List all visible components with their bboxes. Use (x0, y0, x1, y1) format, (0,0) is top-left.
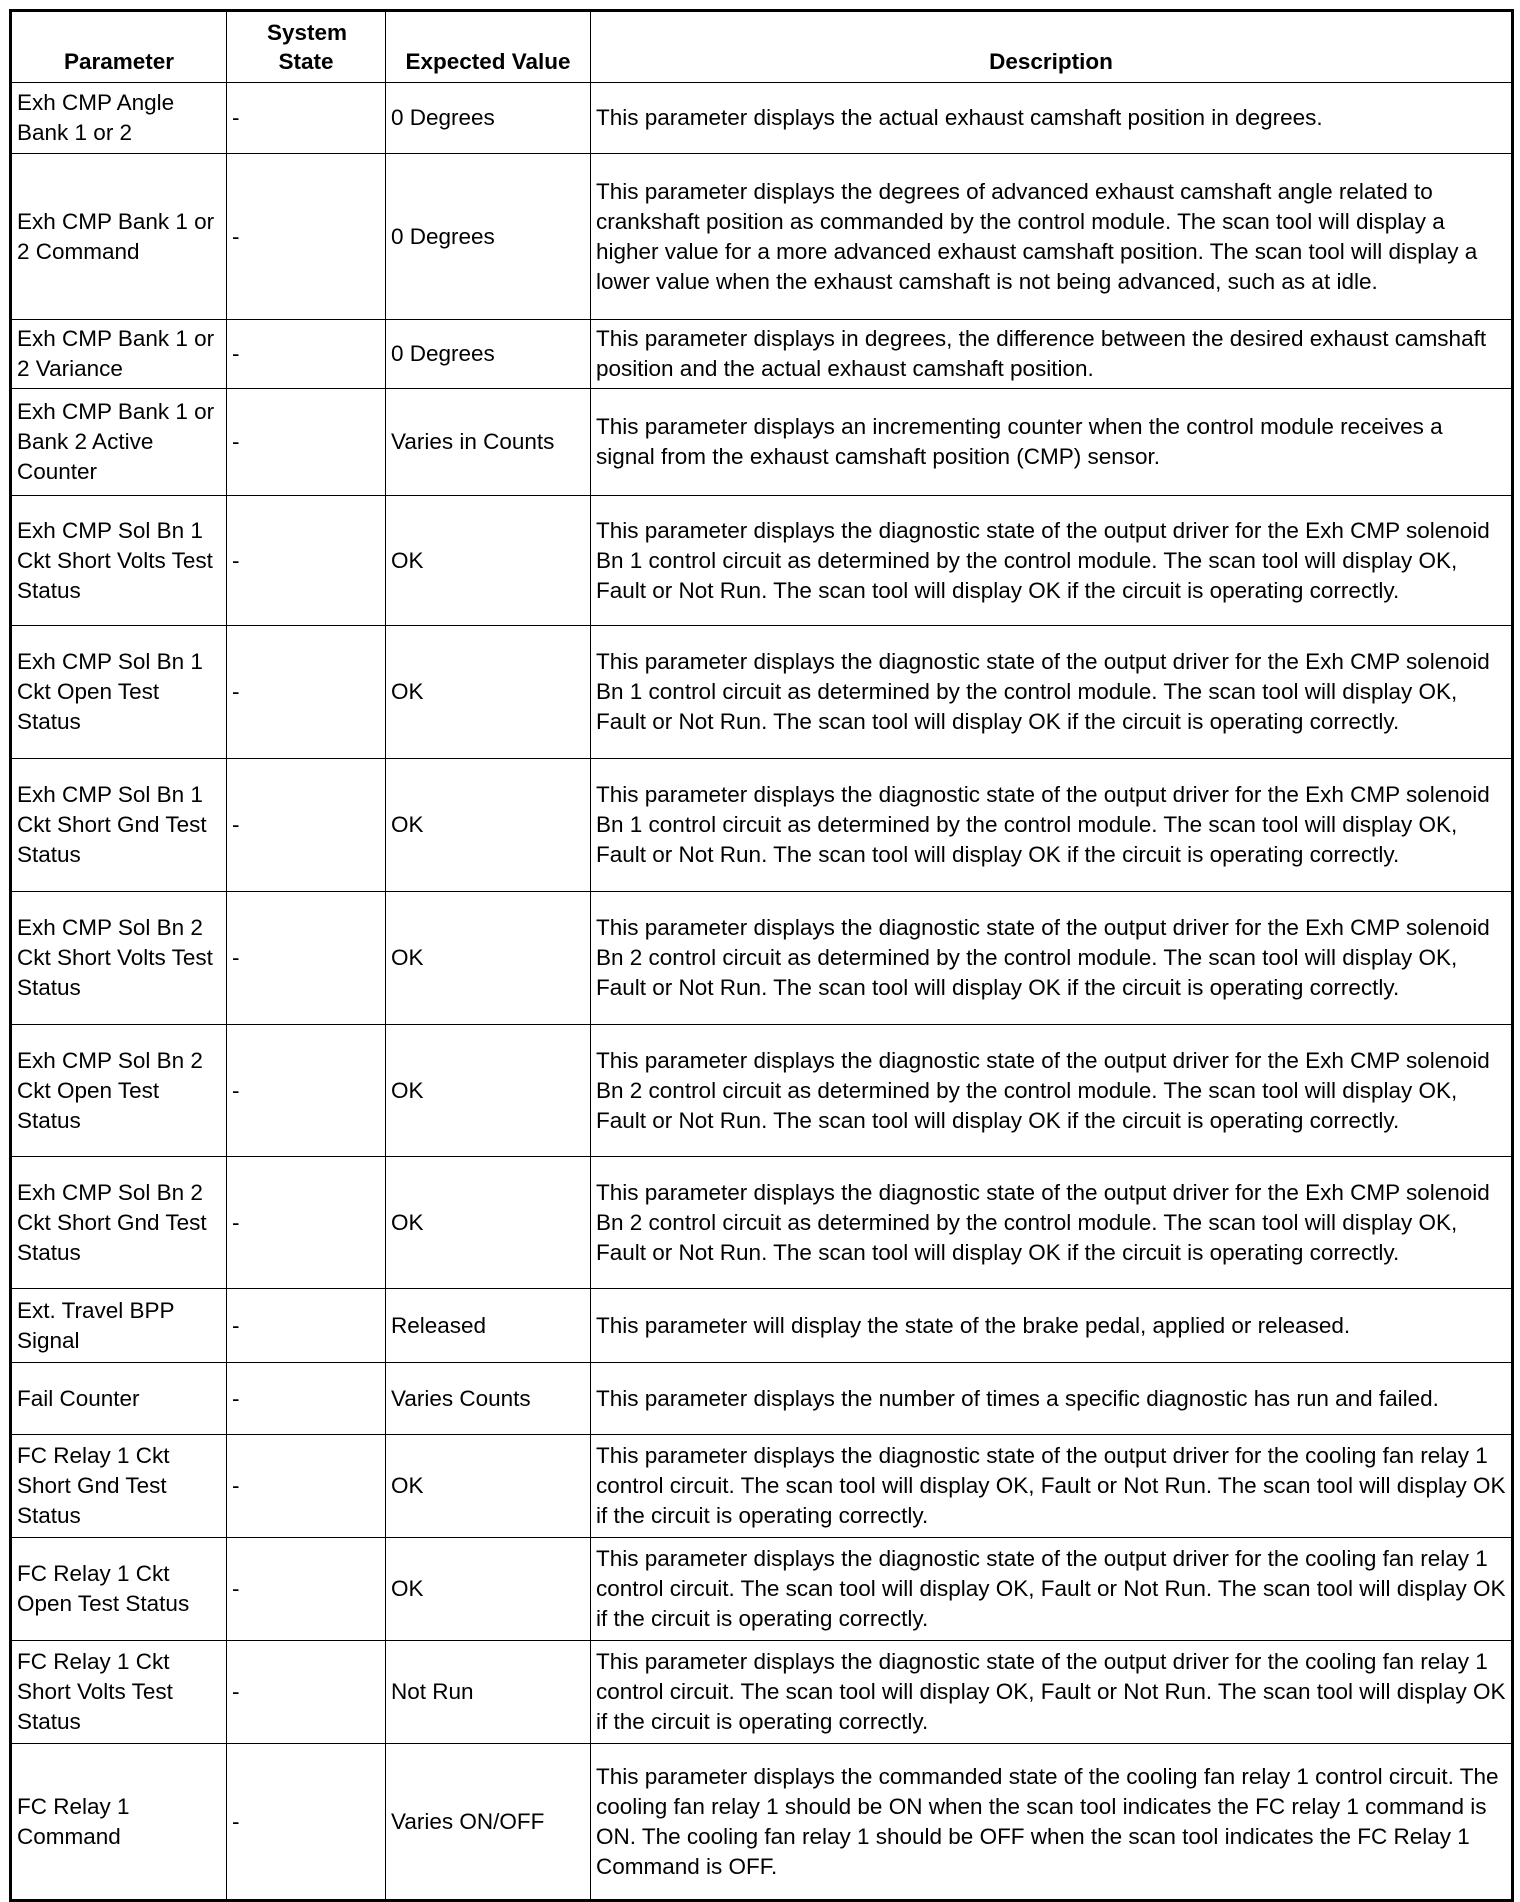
expected-value-cell: 0 Degrees (385, 153, 591, 320)
table-row: Exh CMP Sol Bn 2 Ckt Short Volts Test St… (10, 891, 1513, 1025)
expected-value-cell: OK (385, 1024, 591, 1157)
parameter-cell: FC Relay 1 Ckt Short Gnd Test Status (10, 1434, 227, 1538)
expected-value-cell: Varies Counts (385, 1362, 591, 1435)
system-state-cell: - (226, 1743, 386, 1901)
table-row: Exh CMP Bank 1 or 2 Variance -0 Degrees Th… (10, 319, 1513, 389)
parameter-cell: Exh CMP Bank 1 or 2 Variance (10, 319, 227, 389)
table-row: Exh CMP Bank 1 or Bank 2 Active Counter -… (10, 388, 1513, 496)
expected-value-cell: OK (385, 1537, 591, 1641)
parameter-table: Parameter System State Expected Value De… (9, 9, 1514, 1902)
header-description: Description (590, 10, 1513, 83)
description-cell: This parameter displays the diagnostic s… (590, 1537, 1513, 1641)
description-cell: This parameter will display the state of… (590, 1288, 1513, 1363)
table-row: Fail Counter - Varies Counts This parameter… (10, 1362, 1513, 1435)
description-cell: This parameter displays the diagnostic s… (590, 758, 1513, 892)
table-row: Exh CMP Sol Bn 1 Ckt Short Volts Test St… (10, 495, 1513, 626)
system-state-cell: - (226, 495, 386, 626)
table-row: Ext. Travel BPP Signal - Released This para… (10, 1288, 1513, 1363)
parameter-cell: FC Relay 1 Ckt Open Test Status (10, 1537, 227, 1641)
header-row: Parameter System State Expected Value De… (10, 10, 1513, 83)
system-state-cell: - (226, 1640, 386, 1744)
system-state-cell: - (226, 1024, 386, 1157)
expected-value-cell: 0 Degrees (385, 82, 591, 154)
table-row: FC Relay 1 Ckt Short Gnd Test Status - OK T… (10, 1434, 1513, 1538)
table-row: FC Relay 1 Ckt Short Volts Test Status - N… (10, 1640, 1513, 1744)
header-expected-value: Expected Value (385, 10, 591, 83)
parameter-cell: Exh CMP Bank 1 or Bank 2 Active Counter (10, 388, 227, 496)
expected-value-cell: OK (385, 758, 591, 892)
expected-value-cell: Varies ON/OFF (385, 1743, 591, 1901)
parameter-cell: Exh CMP Sol Bn 1 Ckt Short Gnd Test Stat… (10, 758, 227, 892)
description-cell: This parameter displays the diagnostic s… (590, 1434, 1513, 1538)
expected-value-cell: Varies in Counts (385, 388, 591, 496)
system-state-cell: - (226, 625, 386, 759)
table-row: Exh CMP Angle Bank 1 or 2-0 Degrees This … (10, 82, 1513, 154)
expected-value-cell: OK (385, 625, 591, 759)
system-state-cell: - (226, 1434, 386, 1538)
description-cell: This parameter displays the diagnostic s… (590, 1024, 1513, 1157)
parameter-cell: Exh CMP Sol Bn 1 Ckt Open Test Status (10, 625, 227, 759)
system-state-cell: - (226, 758, 386, 892)
description-cell: This parameter displays the diagnostic s… (590, 1156, 1513, 1289)
system-state-cell: - (226, 153, 386, 320)
system-state-cell: - (226, 891, 386, 1025)
description-cell: This parameter displays the diagnostic s… (590, 1640, 1513, 1744)
description-cell: This parameter displays the degrees of a… (590, 153, 1513, 320)
parameter-cell: Exh CMP Sol Bn 2 Ckt Short Volts Test St… (10, 891, 227, 1025)
expected-value-cell: 0 Degrees (385, 319, 591, 389)
system-state-cell: - (226, 319, 386, 389)
table-row: Exh CMP Sol Bn 1 Ckt Open Test Status - OK… (10, 625, 1513, 759)
system-state-cell: - (226, 1537, 386, 1641)
system-state-cell: - (226, 82, 386, 154)
table-row: Exh CMP Sol Bn 2 Ckt Open Test Status - OK… (10, 1024, 1513, 1157)
table-row: FC Relay 1 Ckt Open Test Status - OK This p… (10, 1537, 1513, 1641)
system-state-cell: - (226, 1362, 386, 1435)
header-parameter: Parameter (10, 10, 227, 83)
table-row: Exh CMP Sol Bn 1 Ckt Short Gnd Test Stat… (10, 758, 1513, 892)
description-cell: This parameter displays the actual exhau… (590, 82, 1513, 154)
description-cell: This parameter displays an incrementing … (590, 388, 1513, 496)
description-cell: This parameter displays the diagnostic s… (590, 891, 1513, 1025)
expected-value-cell: OK (385, 495, 591, 626)
header-system-state: System State (226, 10, 386, 83)
description-cell: This parameter displays the commanded st… (590, 1743, 1513, 1901)
expected-value-cell: OK (385, 891, 591, 1025)
description-cell: This parameter displays the diagnostic s… (590, 625, 1513, 759)
system-state-cell: - (226, 1156, 386, 1289)
parameter-cell: Fail Counter (10, 1362, 227, 1435)
system-state-cell: - (226, 388, 386, 496)
parameter-cell: FC Relay 1 Command (10, 1743, 227, 1901)
parameter-cell: Exh CMP Sol Bn 1 Ckt Short Volts Test St… (10, 495, 227, 626)
parameter-cell: Exh CMP Sol Bn 2 Ckt Short Gnd Test Stat… (10, 1156, 227, 1289)
system-state-cell: - (226, 1288, 386, 1363)
parameter-cell: Ext. Travel BPP Signal (10, 1288, 227, 1363)
expected-value-cell: Released (385, 1288, 591, 1363)
description-cell: This parameter displays the diagnostic s… (590, 495, 1513, 626)
parameter-cell: Exh CMP Sol Bn 2 Ckt Open Test Status (10, 1024, 227, 1157)
table-row: Exh CMP Bank 1 or 2 Command -0 Degrees Thi… (10, 153, 1513, 320)
description-cell: This parameter displays in degrees, the … (590, 319, 1513, 389)
description-cell: This parameter displays the number of ti… (590, 1362, 1513, 1435)
expected-value-cell: OK (385, 1156, 591, 1289)
expected-value-cell: Not Run (385, 1640, 591, 1744)
parameter-cell: Exh CMP Bank 1 or 2 Command (10, 153, 227, 320)
parameter-cell: FC Relay 1 Ckt Short Volts Test Status (10, 1640, 227, 1744)
table-row: FC Relay 1 Command - Varies ON/OFF This par… (10, 1743, 1513, 1901)
expected-value-cell: OK (385, 1434, 591, 1538)
table-row: Exh CMP Sol Bn 2 Ckt Short Gnd Test Stat… (10, 1156, 1513, 1289)
parameter-cell: Exh CMP Angle Bank 1 or 2 (10, 82, 227, 154)
